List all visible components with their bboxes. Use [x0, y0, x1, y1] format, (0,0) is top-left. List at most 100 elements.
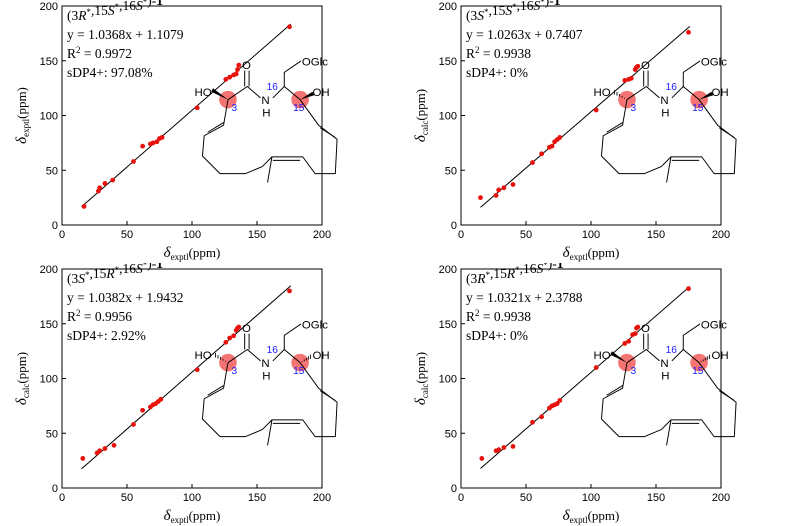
x-tick-label: 100	[582, 229, 600, 241]
title-prefix: ,15	[91, 3, 108, 18]
title-star: *	[115, 2, 120, 12]
data-point	[593, 107, 599, 113]
y-tick-label: 0	[451, 220, 457, 232]
title-prefix: (3	[67, 271, 78, 286]
data-point	[194, 367, 200, 373]
r-squared: R2 = 0.9956	[67, 308, 132, 324]
locant-3: 3	[231, 103, 237, 114]
data-point	[530, 160, 535, 165]
y-tick-label: 50	[46, 165, 58, 177]
y-tick-label: 100	[439, 374, 457, 386]
macrocycle-ring	[201, 99, 338, 175]
data-point	[622, 341, 628, 346]
chart-svg-3: 0 50 100 150 200050100150200δexptl(ppm)δcalc…	[14, 263, 338, 525]
ho-label: HO	[594, 87, 611, 99]
y-tick-label: 0	[451, 483, 457, 495]
carbonyl-bond	[643, 333, 649, 350]
chart-panel-2: 0 50 100 150 200 0 50 100 150 200 δexptl(ppm) δcalc…	[399, 0, 798, 263]
molecule-group: HO OH O NH OGlc 3 15 16	[195, 319, 338, 446]
x-tick-label: 200	[313, 492, 331, 504]
oh-label: OH	[711, 350, 728, 362]
x-axis-delta: δ	[164, 245, 172, 261]
data-point	[159, 135, 165, 140]
y-axis-unit: (ppm)	[14, 87, 29, 119]
x-tick-label: 200	[313, 229, 331, 241]
ho-label: HO	[594, 350, 611, 362]
y-tick-label: 100	[40, 374, 58, 386]
y-tick-label: 200	[40, 264, 58, 276]
data-point	[557, 398, 563, 403]
y-tick-label: 50	[46, 428, 58, 440]
y-axis-title: δcalc(ppm)	[413, 352, 430, 405]
data-point	[111, 442, 117, 448]
r-squared: R2 = 0.9938	[466, 45, 531, 61]
title-prefix: ,16	[520, 263, 537, 276]
amide-n-label: N	[660, 95, 668, 107]
data-point	[557, 135, 563, 140]
molecule-group: HO OH O NH OGlc 3 15 16	[594, 319, 737, 446]
data-point	[287, 24, 292, 30]
chart-panel-1: 0 50 100 150 200 0 50 100 150 200 δexptl(ppm) δexpt…	[0, 0, 399, 263]
title-prefix: ,15	[90, 266, 107, 281]
regression-line	[480, 26, 691, 208]
r2-label: R	[466, 46, 475, 61]
sdp4-probability: sDP4+: 97.08%	[67, 65, 153, 80]
x-tick-label: 0	[458, 492, 464, 504]
compound-number: 1	[557, 263, 564, 271]
r2-value: = 0.9938	[480, 309, 532, 324]
c3-hash-bond	[614, 90, 625, 99]
x-tick-label: 100	[582, 492, 600, 504]
title-close: )-	[545, 0, 554, 8]
data-point	[501, 185, 507, 191]
r2-label: R	[466, 309, 475, 324]
ho-label: HO	[195, 87, 212, 99]
title-config-letter: S	[537, 263, 544, 276]
title-prefix: ,16	[119, 0, 136, 13]
data-point	[235, 67, 240, 72]
oglc-label: OGlc	[701, 319, 727, 331]
data-point	[539, 151, 544, 157]
y-axis-subscript: exptl	[21, 118, 31, 136]
data-point	[478, 195, 483, 201]
title-star: *	[512, 2, 517, 12]
x-axis-delta: δ	[164, 508, 172, 524]
y-axis-title: δcalc(ppm)	[413, 89, 430, 142]
c15-wedge-bond	[699, 91, 714, 100]
locant-16: 16	[666, 82, 678, 93]
y-axis-delta: δ	[413, 134, 429, 142]
title-star: *	[87, 7, 92, 17]
data-point	[287, 288, 292, 294]
c15-hash-bond	[301, 354, 311, 362]
y-tick-label: 200	[439, 264, 457, 276]
amide-n-label: N	[261, 95, 269, 107]
chart-title: (3R*,15S*,16S*)-1	[67, 0, 163, 23]
molecule-structure: HO OH O NH OGlc 3 15 16	[594, 319, 737, 446]
x-tick-label: 50	[121, 229, 133, 241]
methyl-bond	[267, 156, 273, 183]
title-close: )-	[147, 263, 156, 271]
y-tick-label: 50	[445, 428, 457, 440]
y-axis-unit: (ppm)	[413, 352, 428, 384]
title-prefix: ,16	[119, 263, 136, 276]
x-tick-label: 200	[712, 492, 730, 504]
title-config-letter: S	[534, 0, 541, 13]
data-point	[110, 177, 116, 183]
title-star: *	[115, 265, 120, 275]
title-close: )-	[548, 263, 557, 271]
carbonyl-o-label: O	[641, 60, 650, 72]
locant-3: 3	[630, 103, 636, 114]
title-star: *	[486, 270, 491, 280]
data-point	[194, 105, 200, 111]
methyl-bond	[666, 419, 672, 446]
x-axis-subscript: exptl	[570, 515, 588, 525]
carbonyl-bond	[643, 70, 649, 87]
c3-wedge-bond	[211, 88, 228, 100]
data-point	[102, 446, 108, 451]
chart-title: (3S*,15S*,16S*)-1	[466, 0, 561, 23]
data-point	[686, 29, 691, 35]
macrocycle-ring	[201, 362, 338, 438]
x-tick-label: 150	[647, 492, 665, 504]
c3-wedge-bond	[610, 351, 627, 363]
title-star: *	[515, 265, 520, 275]
r2-value: = 0.9956	[81, 309, 133, 324]
